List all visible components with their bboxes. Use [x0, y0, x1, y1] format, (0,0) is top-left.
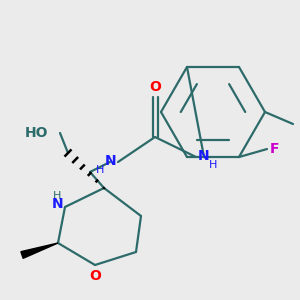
Text: O: O — [89, 269, 101, 283]
Text: O: O — [149, 80, 161, 94]
Text: HO: HO — [25, 126, 48, 140]
Text: N: N — [198, 149, 210, 163]
Text: N: N — [104, 154, 116, 168]
Text: H: H — [209, 160, 218, 170]
Text: F: F — [270, 142, 280, 156]
Text: N: N — [51, 197, 63, 211]
Text: H: H — [96, 165, 104, 175]
Text: H: H — [52, 191, 61, 201]
Polygon shape — [21, 243, 58, 258]
